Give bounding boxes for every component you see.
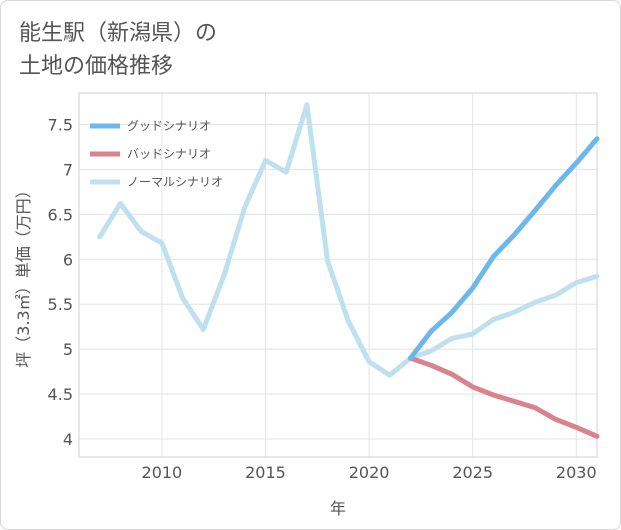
- y-tick-label: 7: [63, 160, 73, 179]
- y-gridlines: [79, 123, 597, 440]
- x-tick-label: 2025: [452, 463, 493, 482]
- series-lines: [97, 102, 600, 439]
- legend-item-normal[interactable]: ノーマルシナリオ: [90, 175, 223, 189]
- chart-title-line2: 土地の価格推移: [19, 54, 174, 79]
- y-tick-label: 6.5: [48, 205, 73, 224]
- x-tick-label: 2030: [556, 463, 597, 482]
- legend-label: バッドシナリオ: [127, 147, 211, 161]
- legend-item-bad[interactable]: バッドシナリオ: [90, 147, 211, 161]
- y-tick-label: 6: [63, 250, 73, 269]
- series-line-good: [408, 136, 600, 361]
- legend-label: グッドシナリオ: [127, 119, 211, 133]
- series-line-bad: [408, 355, 600, 439]
- legend-label: ノーマルシナリオ: [127, 175, 223, 189]
- chart-title: 能生駅（新潟県）の 土地の価格推移: [19, 17, 217, 83]
- series-line-normal: [97, 102, 600, 378]
- x-tick-label: 2015: [245, 463, 286, 482]
- chart-title-line1: 能生駅（新潟県）の: [19, 21, 218, 46]
- x-tick-label: 2010: [142, 463, 183, 482]
- y-tick-label: 4: [63, 430, 73, 449]
- x-tick-labels: 2010 2015 2020 2025 2030: [142, 463, 597, 482]
- y-tick-label: 4.5: [48, 385, 73, 404]
- x-tick-label: 2020: [349, 463, 390, 482]
- legend-item-good[interactable]: グッドシナリオ: [90, 119, 211, 133]
- y-tick-label: 5.5: [48, 295, 73, 314]
- y-axis-label: 坪（3.3㎡）単価（万円）: [14, 182, 33, 367]
- y-tick-label: 5: [63, 340, 73, 359]
- x-gridlines: [161, 93, 577, 457]
- y-tick-labels: 4 4.5 5 5.5 6 6.5 7 7.5: [48, 115, 73, 449]
- x-axis-label: 年: [330, 499, 346, 518]
- y-tick-label: 7.5: [48, 115, 73, 134]
